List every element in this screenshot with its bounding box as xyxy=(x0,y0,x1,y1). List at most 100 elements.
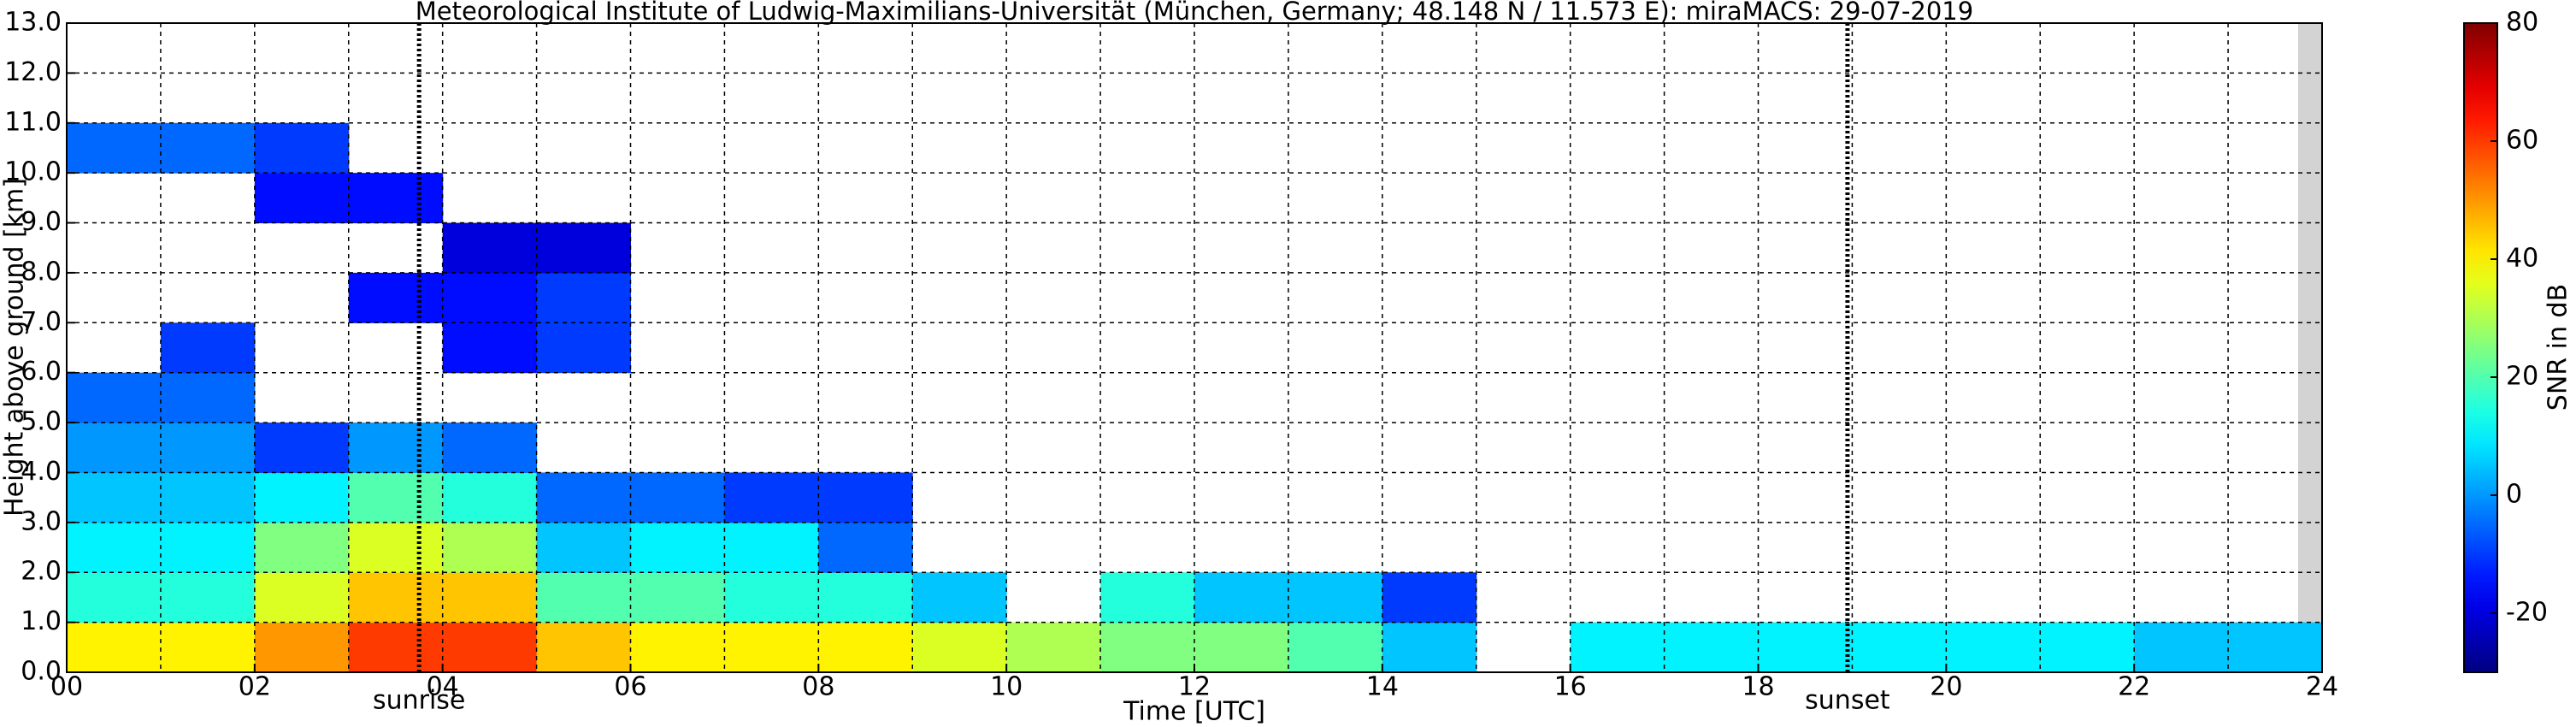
cell xyxy=(67,572,162,624)
cell xyxy=(442,622,538,673)
cell xyxy=(442,572,538,624)
cell xyxy=(1100,622,1195,673)
x-tick-label: 06 xyxy=(614,672,646,702)
cell xyxy=(630,472,725,523)
cell xyxy=(724,622,819,673)
cell xyxy=(67,622,162,673)
cell xyxy=(160,423,256,473)
cell xyxy=(160,572,256,624)
cell xyxy=(2228,622,2323,673)
x-tick-label: 10 xyxy=(990,672,1023,702)
cell xyxy=(160,472,256,523)
chart-title: Meteorological Institute of Ludwig-Maxim… xyxy=(416,0,1973,26)
cell xyxy=(348,272,444,323)
cell xyxy=(724,572,819,624)
cell xyxy=(1852,622,1947,673)
cell xyxy=(254,423,350,473)
cell xyxy=(254,522,350,573)
cell xyxy=(818,472,913,523)
y-tick-label: 10.0 xyxy=(4,157,62,187)
cell xyxy=(912,622,1007,673)
cell xyxy=(67,472,162,523)
y-tick-label: 6.0 xyxy=(21,357,62,387)
x-tick-label: 00 xyxy=(50,672,83,702)
cell xyxy=(1288,622,1383,673)
cell xyxy=(160,622,256,673)
cell xyxy=(348,522,444,573)
y-tick-label: 9.0 xyxy=(21,207,62,237)
cell xyxy=(254,472,350,523)
cell xyxy=(536,522,631,573)
cell xyxy=(160,522,256,573)
cell xyxy=(1006,622,1101,673)
cell xyxy=(536,472,631,523)
cell xyxy=(160,322,256,374)
cell xyxy=(2134,622,2229,673)
cell xyxy=(1570,622,1665,673)
cell xyxy=(348,423,444,473)
x-tick-label: 02 xyxy=(239,672,271,702)
cell xyxy=(348,472,444,523)
annotation-label: sunrise xyxy=(373,686,465,716)
colorbar-label: SNR in dB xyxy=(2544,284,2573,411)
x-tick-label: 18 xyxy=(1742,672,1774,702)
cell xyxy=(1194,572,1289,624)
cell xyxy=(67,423,162,473)
cell xyxy=(536,572,631,624)
y-tick-label: 0.0 xyxy=(21,657,62,687)
colorbar-tick-label: 20 xyxy=(2506,362,2538,392)
cell xyxy=(912,572,1007,624)
cell xyxy=(1664,622,1759,673)
x-tick-label: 04 xyxy=(427,672,459,702)
y-tick-label: 8.0 xyxy=(21,257,62,287)
cell xyxy=(1946,622,2041,673)
cell xyxy=(442,423,538,473)
cell xyxy=(254,622,350,673)
cell xyxy=(442,222,538,274)
cell xyxy=(442,522,538,573)
cell xyxy=(1382,572,1477,624)
cell xyxy=(1382,622,1477,673)
cell xyxy=(536,622,631,673)
colorbar-tick-label: 80 xyxy=(2506,8,2538,38)
cell xyxy=(254,572,350,624)
cell xyxy=(254,122,350,174)
x-tick-label: 14 xyxy=(1366,672,1399,702)
x-tick-label: 24 xyxy=(2306,672,2338,702)
colorbar-tick-label: 0 xyxy=(2506,480,2522,510)
cell xyxy=(536,272,631,323)
x-axis-label: Time [UTC] xyxy=(1123,697,1265,727)
cell xyxy=(536,322,631,374)
colorbar xyxy=(2463,22,2498,673)
cell xyxy=(67,522,162,573)
cell xyxy=(160,122,256,174)
cell xyxy=(160,372,256,423)
x-tick-label: 12 xyxy=(1178,672,1211,702)
cell xyxy=(818,522,913,573)
cell xyxy=(1758,622,1853,673)
colorbar-tick-label: 40 xyxy=(2506,244,2538,274)
cell xyxy=(818,572,913,624)
cell xyxy=(630,622,725,673)
y-tick-label: 3.0 xyxy=(21,506,62,536)
y-tick-label: 1.0 xyxy=(21,606,62,636)
cell xyxy=(1288,572,1383,624)
y-tick-label: 5.0 xyxy=(21,407,62,437)
cell xyxy=(818,622,913,673)
x-tick-label: 08 xyxy=(802,672,834,702)
y-tick-label: 7.0 xyxy=(21,307,62,337)
colorbar-tick-label: 60 xyxy=(2506,126,2538,156)
y-tick-label: 13.0 xyxy=(4,8,62,38)
x-tick-label: 16 xyxy=(1554,672,1587,702)
cell xyxy=(67,122,162,174)
cell xyxy=(724,522,819,573)
cell xyxy=(348,622,444,673)
x-tick-label: 22 xyxy=(2118,672,2150,702)
y-tick-label: 12.0 xyxy=(4,57,62,87)
plot-frame xyxy=(66,22,2323,673)
cell xyxy=(630,572,725,624)
cell xyxy=(442,322,538,374)
y-tick-label: 2.0 xyxy=(21,557,62,587)
annotation-label: sunset xyxy=(1805,686,1890,716)
